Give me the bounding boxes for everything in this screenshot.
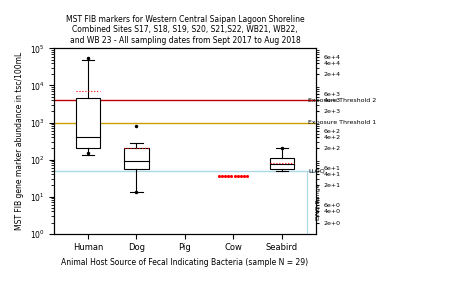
- Text: DNQ Range: DNQ Range: [316, 184, 320, 221]
- Text: Exposure Threshold 2: Exposure Threshold 2: [309, 98, 377, 103]
- Bar: [76, 98, 100, 148]
- Y-axis label: MST FIB gene marker abundance in tsc/100mL: MST FIB gene marker abundance in tsc/100…: [15, 52, 24, 230]
- Title: MST FIB markers for Western Central Saipan Lagoon Shoreline
Combined Sites S17, : MST FIB markers for Western Central Saip…: [65, 15, 304, 45]
- Text: LLOQ: LLOQ: [309, 168, 325, 173]
- Bar: [270, 158, 294, 169]
- X-axis label: Animal Host Source of Fecal Indicating Bacteria (sample N = 29): Animal Host Source of Fecal Indicating B…: [61, 258, 309, 267]
- Text: Exposure Threshold 1: Exposure Threshold 1: [309, 120, 376, 125]
- Bar: [124, 148, 149, 169]
